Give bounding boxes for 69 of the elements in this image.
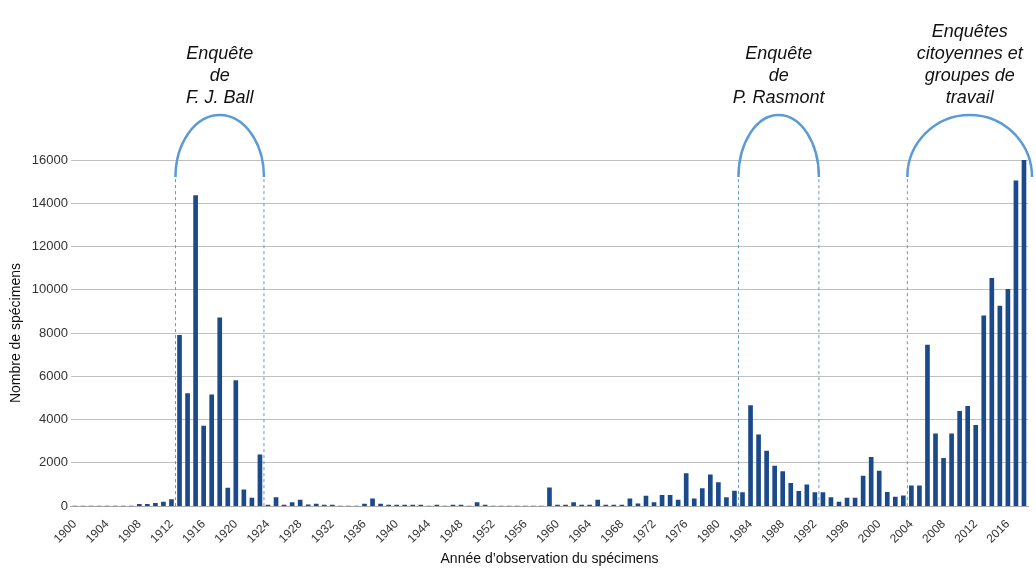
y-tick-label: 14000 bbox=[31, 194, 68, 210]
bar bbox=[683, 473, 689, 506]
bar bbox=[547, 487, 552, 506]
bar bbox=[724, 497, 729, 506]
bar bbox=[193, 195, 198, 506]
bar bbox=[748, 405, 753, 506]
bar bbox=[933, 433, 938, 506]
bar bbox=[973, 424, 979, 506]
bar bbox=[909, 485, 914, 506]
bar bbox=[691, 498, 697, 506]
bar bbox=[788, 483, 794, 506]
x-axis-title: Année d’observation du spécimens bbox=[440, 550, 659, 567]
bar bbox=[764, 450, 769, 506]
bar bbox=[595, 499, 601, 506]
bar bbox=[941, 458, 946, 506]
bar bbox=[772, 465, 777, 506]
bar bbox=[989, 278, 995, 506]
text: Enquête de P. Rasmont bbox=[732, 43, 826, 107]
bar bbox=[571, 502, 576, 506]
bar bbox=[635, 503, 641, 506]
bar bbox=[233, 380, 239, 506]
bar bbox=[756, 434, 761, 506]
bar bbox=[169, 499, 174, 506]
bar bbox=[273, 497, 279, 506]
bar bbox=[965, 406, 971, 506]
bar bbox=[699, 488, 705, 506]
bar bbox=[378, 503, 383, 506]
y-tick-label: 0 bbox=[60, 497, 68, 513]
y-tick-label: 6000 bbox=[39, 367, 68, 383]
bar bbox=[225, 487, 231, 506]
text: Enquêtes citoyennes et groupes de travail bbox=[916, 21, 1024, 107]
bar bbox=[957, 411, 962, 506]
bar bbox=[740, 492, 745, 506]
bar bbox=[370, 498, 375, 506]
bar bbox=[627, 498, 633, 506]
bar bbox=[289, 502, 295, 506]
bar bbox=[901, 495, 906, 506]
bar bbox=[185, 393, 190, 506]
bar bbox=[651, 502, 657, 506]
bar bbox=[161, 501, 166, 506]
bar bbox=[884, 491, 890, 506]
y-tick-label: 8000 bbox=[39, 324, 68, 340]
y-axis-title: Nombre de spécimens bbox=[7, 263, 24, 404]
y-tick-label: 10000 bbox=[31, 281, 68, 297]
bar bbox=[981, 315, 987, 506]
bar bbox=[732, 490, 737, 506]
y-tick-label: 4000 bbox=[39, 411, 68, 427]
bar bbox=[925, 344, 930, 506]
y-tick-label: 2000 bbox=[39, 454, 68, 470]
bar bbox=[949, 433, 954, 506]
bar bbox=[153, 503, 158, 506]
bar bbox=[201, 425, 206, 506]
bar bbox=[177, 334, 182, 506]
text: Enquête de F. J. Ball bbox=[185, 43, 255, 107]
bar bbox=[716, 482, 721, 506]
bar bbox=[313, 503, 319, 506]
bar bbox=[707, 474, 713, 506]
y-tick-label: 16000 bbox=[31, 151, 68, 167]
bar bbox=[474, 502, 480, 506]
bar bbox=[876, 470, 882, 506]
bar bbox=[796, 491, 802, 506]
y-tick-label: 12000 bbox=[31, 238, 68, 254]
bar bbox=[362, 503, 367, 506]
bar bbox=[892, 496, 898, 506]
bar bbox=[868, 456, 874, 506]
bar bbox=[217, 317, 223, 506]
bar bbox=[917, 485, 922, 506]
bar bbox=[209, 394, 215, 506]
bar bbox=[780, 471, 786, 506]
